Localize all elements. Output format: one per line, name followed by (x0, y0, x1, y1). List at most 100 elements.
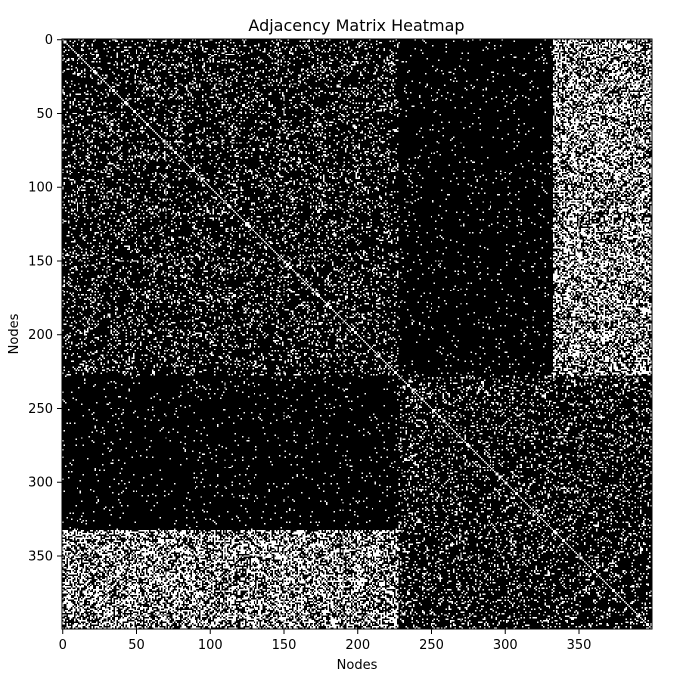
heatmap-cell-run (360, 40, 361, 41)
heatmap-cell-run (254, 82, 255, 83)
heatmap-cell-run (239, 55, 240, 56)
heatmap-cell-run (602, 94, 605, 95)
heatmap-cell-run (289, 86, 290, 87)
heatmap-cell-run (187, 122, 188, 123)
heatmap-cell-run (168, 88, 169, 89)
heatmap-cell-run (580, 102, 581, 103)
heatmap-cell-run (283, 111, 284, 112)
heatmap-cell-run (168, 51, 169, 52)
heatmap-cell-run (556, 69, 560, 70)
heatmap-cell-run (148, 136, 149, 137)
heatmap-cell-run (628, 164, 629, 165)
heatmap-cell-run (572, 98, 576, 99)
heatmap-cell-run (168, 156, 169, 157)
heatmap-cell-run (117, 130, 120, 131)
heatmap-cell-run (230, 82, 231, 83)
heatmap-cell-run (269, 181, 272, 182)
heatmap-cell-run (245, 113, 246, 114)
heatmap-cell-run (212, 132, 213, 133)
heatmap-cell-run (566, 160, 570, 161)
heatmap-cell-run (599, 45, 600, 46)
heatmap-cell-run (193, 167, 194, 168)
heatmap-cell-run (375, 153, 378, 154)
heatmap-cell-run (121, 114, 124, 115)
heatmap-cell-run (171, 91, 172, 92)
heatmap-cell-run (288, 154, 289, 155)
heatmap-cell-run (594, 40, 595, 41)
heatmap-cell-run (384, 60, 385, 61)
heatmap-cell-run (260, 128, 263, 129)
heatmap-cell-run (301, 97, 302, 98)
heatmap-cell-run (384, 85, 387, 86)
heatmap-cell-run (648, 129, 651, 130)
heatmap-cell-run (599, 63, 600, 64)
heatmap-cell-run (639, 55, 640, 56)
heatmap-cell-run (254, 45, 257, 46)
heatmap-cell-run (120, 158, 123, 159)
heatmap-cell-run (487, 48, 488, 49)
heatmap-cell-run (565, 147, 566, 148)
heatmap-cell-run (81, 163, 84, 164)
heatmap-cell-run (356, 160, 359, 161)
heatmap-cell-run (103, 77, 106, 78)
heatmap-cell-run (269, 122, 270, 123)
heatmap-cell-run (189, 144, 192, 145)
heatmap-cell-run (308, 46, 309, 47)
heatmap-cell-run (134, 120, 135, 121)
heatmap-cell-run (609, 64, 613, 65)
heatmap-cell-run (227, 104, 228, 105)
heatmap-cell-run (649, 63, 650, 64)
heatmap-cell-run (559, 60, 562, 61)
heatmap-cell-run (215, 42, 216, 43)
heatmap-cell-run (426, 58, 427, 59)
heatmap-cell-run (364, 48, 367, 49)
heatmap-cell-run (229, 108, 230, 109)
heatmap-cell-run (412, 80, 413, 81)
heatmap-cell-run (572, 148, 575, 149)
heatmap-cell-run (164, 83, 165, 84)
heatmap-cell-run (308, 86, 309, 87)
heatmap-cell-run (111, 114, 112, 115)
heatmap-cell-run (590, 181, 591, 182)
heatmap-cell-run (99, 58, 100, 59)
heatmap-cell-run (156, 88, 157, 89)
heatmap-cell-run (142, 142, 143, 143)
heatmap-cell-run (323, 110, 324, 111)
heatmap-cell-run (249, 108, 250, 109)
heatmap-cell-run (181, 73, 182, 74)
heatmap-cell-run (617, 107, 618, 108)
heatmap-cell-run (328, 110, 329, 111)
heatmap-cell-run (115, 120, 116, 121)
heatmap-cell-run (261, 184, 262, 185)
heatmap-cell-run (562, 104, 568, 105)
heatmap-cell-run (646, 126, 649, 127)
heatmap-cell-run (645, 163, 646, 164)
heatmap-cell-run (179, 116, 180, 117)
heatmap-cell-run (285, 85, 286, 86)
heatmap-cell-run (347, 182, 350, 183)
heatmap-cell-run (627, 181, 628, 182)
heatmap-cell-run (184, 66, 185, 67)
heatmap-cell-run (572, 64, 573, 65)
heatmap-cell-run (99, 76, 100, 77)
heatmap-cell-run (391, 120, 392, 121)
heatmap-cell-run (218, 170, 219, 171)
heatmap-cell-run (339, 113, 340, 114)
heatmap-cell-run (354, 57, 357, 58)
heatmap-cell-run (297, 145, 300, 146)
heatmap-cell-run (140, 130, 144, 131)
heatmap-cell-run (280, 64, 281, 65)
heatmap-cell-run (410, 167, 411, 168)
heatmap-cell-run (145, 48, 146, 49)
heatmap-cell-run (568, 136, 569, 137)
heatmap-cell-run (224, 126, 225, 127)
heatmap-cell-run (612, 102, 613, 103)
heatmap-cell-run (96, 161, 97, 162)
heatmap-cell-run (288, 64, 289, 65)
heatmap-cell-run (158, 54, 159, 55)
heatmap-cell-run (153, 94, 154, 95)
heatmap-cell-run (99, 151, 100, 152)
heatmap-cell-run (561, 83, 562, 84)
heatmap-cell-run (500, 45, 501, 46)
heatmap-cell-run (363, 92, 364, 93)
